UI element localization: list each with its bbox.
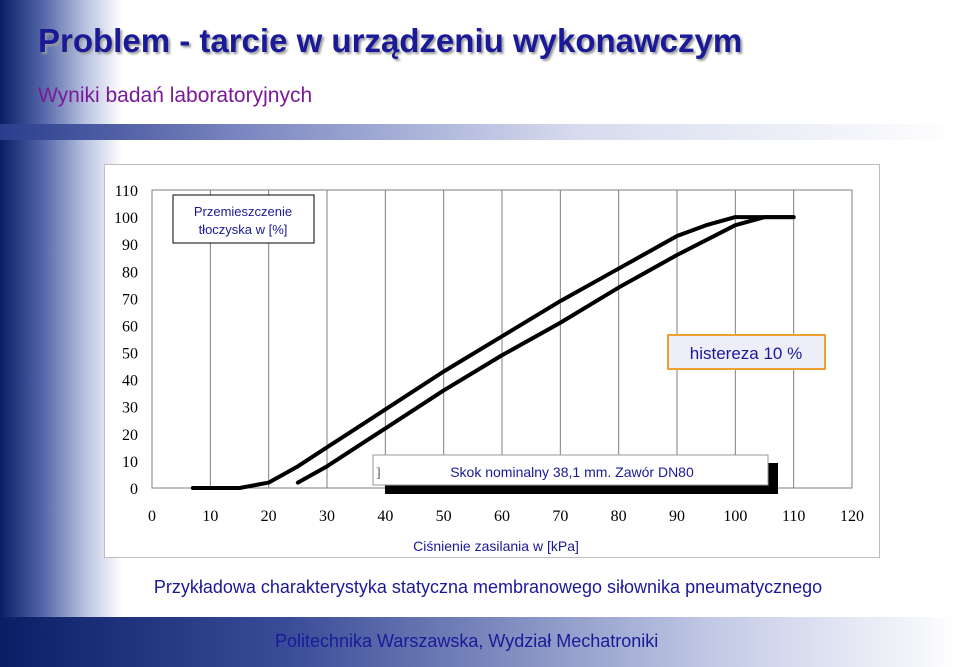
y-axis-label: Przemieszczenie tłoczyska w [%] xyxy=(194,204,292,237)
hysteresis-label: histereza 10 % xyxy=(690,344,802,363)
y-tick-label: 40 xyxy=(122,373,138,390)
stroke-note-box xyxy=(372,454,769,486)
annotation-layer: Przemieszczenie tłoczyska w [%] histereza … xyxy=(172,194,826,494)
x-tick-label: 60 xyxy=(494,508,510,525)
x-tick-label: 70 xyxy=(552,508,568,525)
footer-text: Politechnika Warszawska, Wydział Mechatr… xyxy=(275,631,659,651)
tick-layer: 0 10 20 30 40 50 60 70 80 90 100 110 120 0 10 20 30 40 50 6… xyxy=(114,183,864,554)
hysteresis-box xyxy=(667,334,826,370)
x-tick-label: 0 xyxy=(148,508,156,525)
y-tick-label: 20 xyxy=(122,427,138,444)
y-tick-label: 60 xyxy=(122,318,138,335)
y-tick-label: 90 xyxy=(122,237,138,254)
y-tick-label: 50 xyxy=(122,346,138,363)
x-tick-label: 80 xyxy=(611,508,627,525)
x-tick-label: 30 xyxy=(319,508,335,525)
y-tick-label: 30 xyxy=(122,400,138,417)
left-gradient-band xyxy=(0,0,122,667)
y-axis-label-line-2: tłoczyska w [%] xyxy=(199,222,288,237)
y-tick-label: 110 xyxy=(115,183,138,200)
series-line-2 xyxy=(295,215,796,485)
footer-band: Politechnika Warszawska, Wydział Mechatr… xyxy=(0,617,960,667)
chart-caption: Przykładowa charakterystyka statyczna me… xyxy=(153,577,823,597)
page-subtitle: Wyniki badań laboratoryjnych xyxy=(38,84,313,107)
y-tick-label: 70 xyxy=(122,291,138,308)
x-tick-label: 20 xyxy=(261,508,277,525)
x-tick-label: 110 xyxy=(782,508,805,525)
y-axis-label-line-1: Przemieszczenie xyxy=(194,204,292,219)
series-line-1 xyxy=(190,215,796,490)
x-tick-label: 90 xyxy=(669,508,685,525)
title-divider xyxy=(0,124,960,140)
stroke-note-label: Skok nominalny 38,1 mm. Zawór DN80 xyxy=(450,464,694,480)
page-title: Problem - tarcie w urządzeniu wykonawczy… xyxy=(38,22,743,59)
series-layer xyxy=(190,215,796,490)
x-tick-label: 50 xyxy=(436,508,452,525)
y-tick-label: 80 xyxy=(122,264,138,281)
x-tick-label: 100 xyxy=(723,508,747,525)
y-tick-label: 100 xyxy=(114,210,138,227)
stroke-note-bracket: ] xyxy=(376,466,381,481)
y-tick-label: 0 xyxy=(130,481,138,498)
chart: 0 10 20 30 40 50 60 70 80 90 100 110 120 0 10 20 30 40 50 6… xyxy=(114,183,864,554)
x-tick-label: 10 xyxy=(202,508,218,525)
y-tick-label: 10 xyxy=(122,454,138,471)
x-axis-label: Ciśnienie zasilania w [kPa] xyxy=(413,538,579,554)
x-tick-label: 40 xyxy=(377,508,393,525)
x-tick-label: 120 xyxy=(840,508,864,525)
y-axis-label-box xyxy=(172,194,315,244)
